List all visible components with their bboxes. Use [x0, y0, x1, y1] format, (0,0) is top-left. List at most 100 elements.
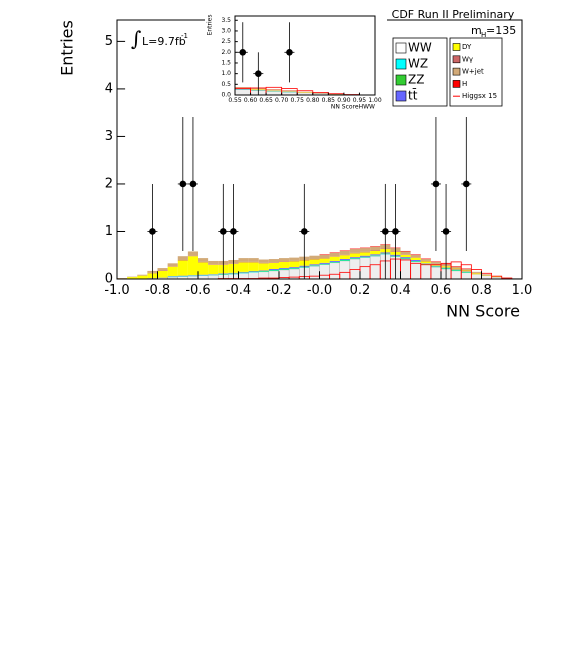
stack-segment [319, 262, 330, 264]
data-point [392, 228, 399, 235]
stack-segment [309, 265, 320, 280]
legend-swatch [452, 67, 461, 76]
stack-segment [137, 275, 148, 279]
x-tick-label: 1.0 [512, 283, 533, 298]
y-tick-label: 0.0 [221, 92, 231, 99]
stack-segment [410, 259, 421, 261]
stack-segment [177, 256, 188, 260]
x-tick-label: 0.70 [275, 97, 289, 104]
stack-segment [451, 266, 462, 269]
stack-segment [157, 270, 168, 278]
y-tick-label: 3.0 [221, 27, 231, 34]
stack-segment [339, 260, 351, 280]
stack-segment [430, 266, 442, 280]
stack-segment [187, 251, 198, 256]
data-point [230, 228, 237, 235]
stack-segment [450, 270, 462, 280]
stack-segment [208, 260, 219, 265]
stack-segment [329, 262, 340, 280]
stack-segment [309, 255, 320, 260]
stack-segment [268, 269, 279, 270]
stack-segment [127, 277, 138, 279]
inset-x-label: NN ScoreHWW [331, 104, 375, 111]
stack-segment [137, 274, 148, 276]
data-point [239, 48, 247, 56]
stack-segment [279, 268, 290, 270]
lumi-sup: -1 [181, 32, 188, 40]
chart-title: CDF Run II Preliminary [392, 8, 515, 21]
x-tick-label: -0.6 [185, 283, 210, 298]
stack-segment [370, 254, 381, 256]
stack-segment [258, 263, 269, 271]
x-tick-label: 0.65 [259, 97, 273, 104]
y-tick-label: 1.0 [221, 70, 231, 77]
legend-swatch [395, 42, 407, 54]
plot-frame [234, 15, 376, 96]
stack-segment [420, 261, 431, 264]
x-tick-label: 0.8 [471, 283, 492, 298]
stack-segment [359, 257, 371, 280]
stack-segment [400, 254, 411, 258]
stack-segment [157, 268, 168, 271]
stack-segment [258, 259, 269, 263]
stack-segment [410, 257, 421, 260]
stack-segment [360, 255, 371, 257]
x-tick-label: -0.4 [226, 283, 251, 298]
y-tick-label: 1.5 [221, 59, 231, 66]
x-tick-label: 0.85 [322, 97, 336, 104]
stack-segment [208, 264, 219, 275]
legend-swatch [452, 55, 461, 64]
stack-segment [349, 249, 360, 253]
mass-sub: H [481, 31, 486, 39]
y-tick-label: 2.5 [221, 38, 231, 45]
stack-segment [329, 260, 340, 262]
stack-segment [279, 261, 290, 269]
stack-segment [400, 258, 411, 280]
x-tick-label: -0.8 [145, 283, 170, 298]
x-tick-label: 0.55 [228, 97, 242, 104]
stack-segment [360, 252, 371, 256]
stack-segment [461, 270, 472, 272]
stack-segment [471, 274, 482, 280]
stack-segment [339, 250, 350, 255]
stack-segment [319, 264, 330, 280]
stack-segment [289, 267, 300, 269]
y-tick-label: 3.5 [221, 17, 231, 24]
y-tick-label: 2 [105, 176, 113, 191]
stack-segment [339, 259, 350, 260]
legend-label: Higgsx 15 [462, 92, 497, 100]
legend-label: WZ [408, 57, 428, 71]
stack-segment [238, 258, 249, 262]
y-tick-label: 4 [105, 81, 113, 96]
legend-label: ZZ [408, 73, 424, 87]
stack-segment [339, 255, 350, 260]
x-tick-label: 1.00 [368, 97, 382, 104]
stack-segment [248, 262, 259, 271]
stack-segment [471, 273, 482, 275]
stack-segment [370, 250, 381, 255]
stack-segment [198, 258, 209, 262]
stack-segment [207, 274, 219, 280]
stack-segment [177, 260, 188, 276]
stack-segment [360, 248, 371, 252]
inset-y-label: Entries [207, 15, 214, 36]
stack-segment [268, 262, 279, 270]
y-tick-label: 3 [105, 129, 113, 144]
legend-swatch [452, 43, 461, 51]
legend-label: WW [408, 41, 432, 55]
y-tick-label: 0 [105, 272, 113, 287]
stack-segment [289, 261, 300, 268]
stack-segment [235, 87, 251, 89]
stack-segment [451, 268, 462, 270]
stack-segment [329, 252, 340, 257]
lumi-integral: ∫ [131, 27, 141, 51]
data-point [301, 228, 308, 235]
stack-segment [461, 269, 472, 270]
stack-segment [265, 91, 282, 96]
stack-segment [238, 262, 249, 272]
x-tick-label: 0.60 [244, 97, 258, 104]
data-point [255, 70, 262, 77]
x-tick-label: -0.2 [266, 283, 291, 298]
stack-segment [369, 255, 381, 280]
